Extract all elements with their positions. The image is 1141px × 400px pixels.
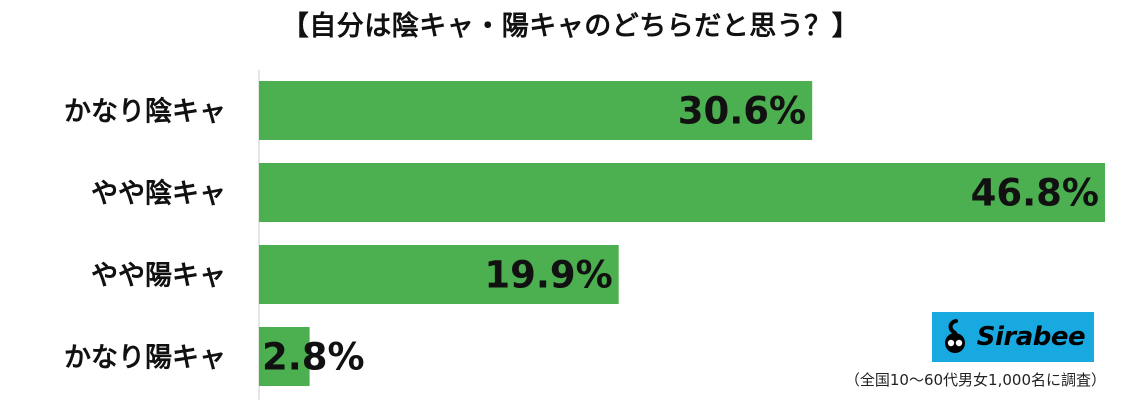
category-label-1: かなり陰キャ bbox=[64, 96, 226, 128]
category-label-3: やや陽キャ bbox=[91, 261, 226, 292]
survey-source-note: （全国10〜60代男女1,000名に調査） bbox=[844, 371, 1106, 389]
bar-3 bbox=[259, 245, 619, 304]
chart-title: 【自分は陰キャ・陽キャのどちらだと思う？】 bbox=[281, 11, 860, 42]
sirabee-mark-icon bbox=[944, 319, 965, 353]
sirabee-logo: Sirabee bbox=[932, 312, 1094, 362]
value-label-3: 19.9% bbox=[484, 254, 612, 297]
value-label-2: 46.8% bbox=[971, 172, 1099, 215]
value-label-4: 2.8% bbox=[262, 336, 365, 379]
bar-4 bbox=[259, 327, 310, 386]
category-label-4: かなり陽キャ bbox=[64, 343, 226, 374]
logo-wordmark: Sirabee bbox=[976, 322, 1086, 352]
bars-layer bbox=[259, 81, 1105, 386]
value-label-1: 30.6% bbox=[678, 90, 806, 133]
bar-1 bbox=[259, 81, 813, 140]
value-labels: 30.6% 46.8% 19.9% 2.8% bbox=[262, 90, 1099, 379]
bar-2 bbox=[259, 163, 1105, 222]
category-label-2: やや陰キャ bbox=[91, 178, 226, 210]
